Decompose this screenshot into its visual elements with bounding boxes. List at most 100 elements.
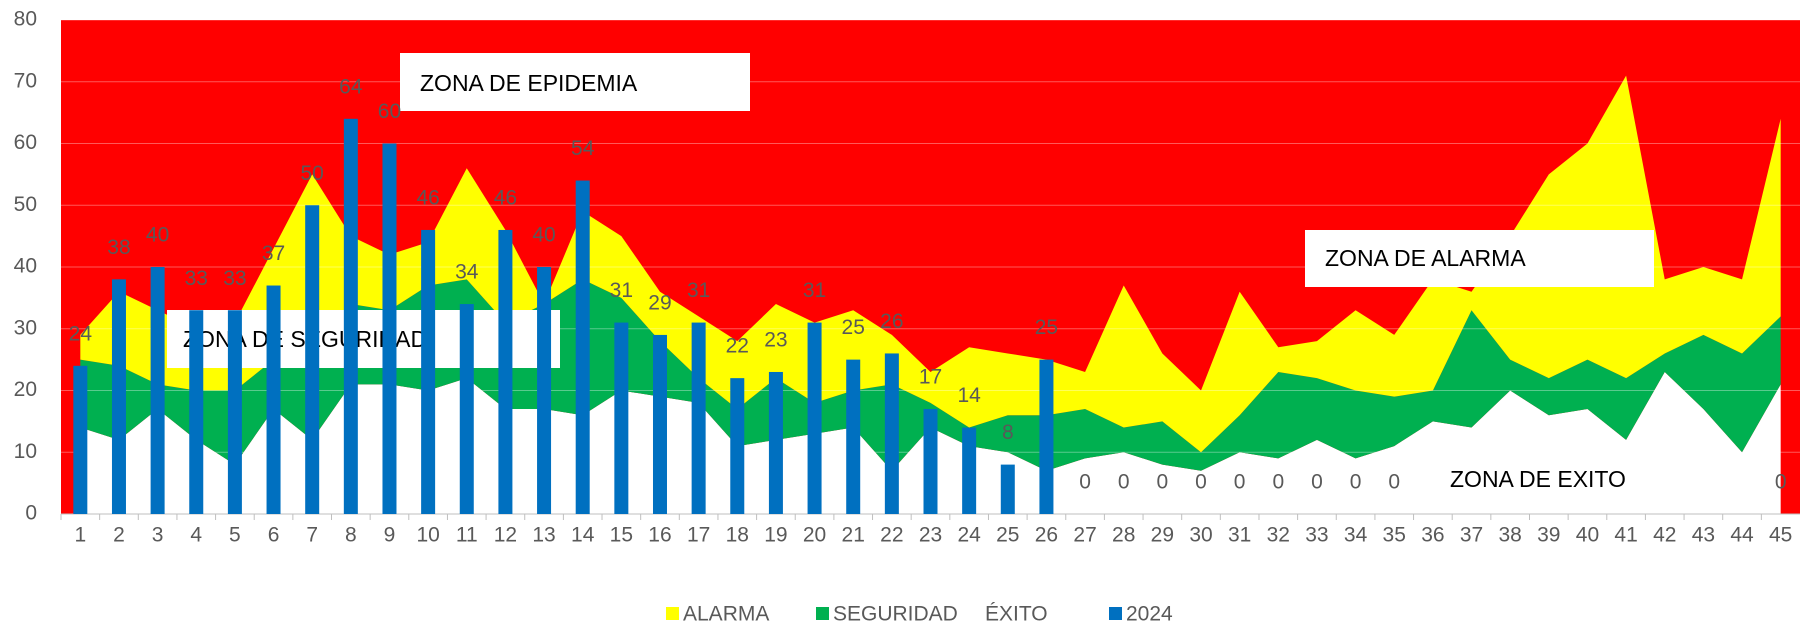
bar [691,322,706,514]
bar [652,334,667,514]
x-tick-label: 21 [842,524,865,547]
value-label: 38 [107,236,130,259]
bar [266,285,281,514]
x-tick-label: 9 [384,524,396,547]
x-tick-label: 32 [1267,524,1290,547]
legend-label: ALARMA [683,603,769,626]
x-tick-label: 38 [1498,524,1521,547]
x-tick-label: 13 [532,524,555,547]
y-tick-label: 70 [14,69,37,92]
value-label: 29 [648,291,671,314]
value-label: 64 [339,75,363,98]
bar [421,229,436,514]
bar [614,322,629,514]
area [80,75,1781,453]
value-label: 31 [803,279,826,302]
bar [962,427,977,514]
value-label: 46 [416,186,439,209]
bar [1000,464,1015,514]
legend-swatch [968,607,981,620]
x-tick-label: 41 [1614,524,1637,547]
legend-label: ÉXITO [985,603,1048,626]
value-label: 40 [532,224,555,247]
annotation: ZONA DE EXITO [1450,466,1626,492]
x-tick-label: 8 [345,524,357,547]
bar [150,267,165,514]
x-tick-label: 22 [880,524,903,547]
x-tick-label: 5 [229,524,241,547]
x-tick-label: 34 [1344,524,1368,547]
x-tick-label: 1 [74,524,86,547]
bar [343,118,358,515]
x-tick-label: 31 [1228,524,1251,547]
x-tick-label: 12 [494,524,517,547]
bar [498,229,513,514]
value-label: 25 [1035,316,1058,339]
value-label: 25 [842,316,865,339]
value-label: 17 [919,366,942,389]
bar [575,180,590,515]
value-label: 0 [1195,471,1207,494]
bar [382,143,397,514]
x-tick-label: 20 [803,524,826,547]
value-label: 26 [880,310,903,333]
value-label: 0 [1118,471,1130,494]
bar [730,378,745,514]
x-tick-label: 26 [1035,524,1058,547]
x-tick-label: 19 [764,524,787,547]
value-label: 0 [1350,471,1362,494]
value-label: 34 [455,261,479,284]
x-tick-label: 36 [1421,524,1444,547]
x-tick-label: 43 [1692,524,1715,547]
y-tick-label: 40 [14,255,37,278]
y-tick-label: 20 [14,378,37,401]
x-tick-label: 44 [1730,524,1754,547]
bar [807,322,822,514]
bar [111,279,126,514]
x-tick-label: 40 [1576,524,1599,547]
value-label: 33 [223,267,246,290]
annotation-box [400,53,750,111]
legend-swatch [816,607,829,620]
legend-swatch [666,607,679,620]
x-tick-label: 11 [456,524,478,547]
x-tick-label: 6 [268,524,280,547]
legend-label: 2024 [1126,603,1173,626]
value-label: 22 [726,335,749,358]
bar [846,359,861,514]
x-tick-label: 2 [113,524,125,547]
x-tick-label: 16 [648,524,671,547]
bar [305,205,320,514]
y-tick-label: 50 [14,193,37,216]
bar [189,310,204,514]
value-label: 31 [687,279,710,302]
x-tick-label: 18 [726,524,749,547]
value-label: 8 [1002,421,1014,444]
x-tick-label: 17 [687,524,710,547]
x-tick-label: 24 [957,524,981,547]
bar [884,353,899,514]
x-tick-label: 23 [919,524,942,547]
annotation-box [1305,230,1654,287]
annotation: ZONA DE EPIDEMIA [420,70,638,96]
x-tick-label: 4 [190,524,202,547]
x-tick-label: 25 [996,524,1019,547]
value-label: 0 [1775,471,1787,494]
value-label: 23 [764,329,787,352]
value-label: 24 [69,322,93,345]
x-tick-label: 42 [1653,524,1676,547]
value-label: 46 [494,186,517,209]
x-tick-label: 14 [571,524,595,547]
value-label: 31 [610,279,633,302]
legend-label: SEGURIDAD [833,603,958,626]
value-label: 0 [1272,471,1284,494]
value-label: 33 [185,267,208,290]
x-tick-label: 30 [1189,524,1212,547]
bar [1039,359,1054,514]
bar [537,267,552,514]
legend-swatch [1109,607,1122,620]
x-tick-label: 37 [1460,524,1483,547]
bar [923,409,938,514]
value-label: 60 [378,100,401,123]
bar [768,371,783,514]
